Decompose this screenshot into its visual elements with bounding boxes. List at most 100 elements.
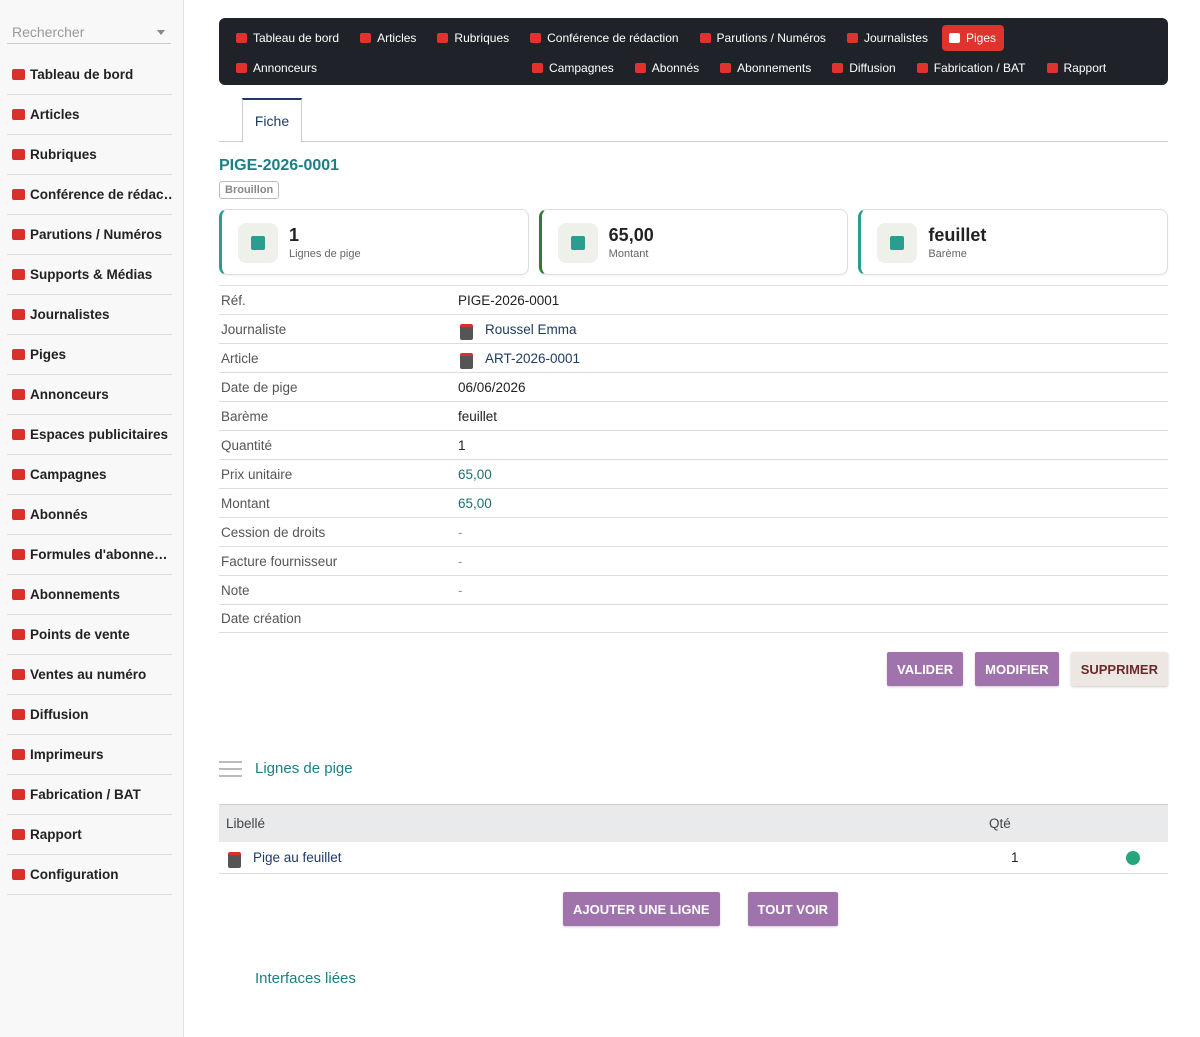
search-input[interactable]: Rechercher	[7, 20, 171, 44]
nav-item[interactable]: Diffusion	[825, 55, 903, 81]
nav-item[interactable]: Fabrication / BAT	[910, 55, 1034, 81]
field-label: Date création	[221, 611, 302, 626]
tab[interactable]: Fiche	[242, 98, 302, 143]
field-label: Facture fournisseur	[221, 553, 338, 569]
sidebar-item[interactable]: Fabrication / BAT	[7, 775, 172, 815]
cell: 1	[1011, 850, 1019, 865]
sidebar-item[interactable]: Espaces publicitaires	[7, 415, 172, 455]
sidebar-item[interactable]: Tableau de bord	[7, 55, 172, 95]
status-badge: Brouillon	[219, 181, 280, 199]
nav-item[interactable]: Articles	[353, 25, 424, 51]
sidebar-menu: Tableau de bord Articles Rubriques Conféren…	[7, 55, 172, 895]
field-label: Quantité	[221, 437, 273, 453]
summary-card: feuillet Barème	[858, 209, 1169, 275]
card-label: Montant	[608, 248, 649, 260]
section-title: Lignes de pige	[219, 760, 353, 779]
nav-item[interactable]: Campagnes	[525, 55, 622, 81]
nav-item[interactable]: Annonceurs	[229, 55, 325, 81]
card-value: feuillet	[928, 225, 987, 245]
field-label: Note	[221, 582, 250, 598]
card-value: 65,00	[608, 225, 654, 245]
action-button[interactable]: TOUT VOIR	[747, 892, 839, 926]
nav-item[interactable]: Rapport	[1040, 55, 1115, 81]
line-actions: AJOUTER UNE LIGNE TOUT VOIR	[563, 892, 839, 926]
lines-table: Libellé Qté Pige au feuillet 1	[219, 804, 1168, 874]
nav-item[interactable]: Journalistes	[840, 25, 936, 51]
sidebar-item[interactable]: Campagnes	[7, 455, 172, 495]
sidebar-item[interactable]: Points de vente	[7, 615, 172, 655]
top-nav: Tableau de bord Articles Rubriques Conféren…	[219, 18, 1168, 85]
card-icon	[238, 223, 278, 263]
nav-item[interactable]: Abonnements	[713, 55, 819, 81]
sidebar-item[interactable]: Piges	[7, 335, 172, 375]
cell[interactable]: Pige au feuillet	[219, 850, 989, 868]
status-dot	[1126, 850, 1140, 865]
sidebar-item[interactable]: Conférence de rédac…	[7, 175, 172, 215]
card-icon	[557, 223, 598, 263]
nav-item[interactable]: Piges	[941, 25, 1004, 51]
sidebar-item[interactable]: Ventes au numéro	[7, 655, 172, 695]
field-value: feuillet	[458, 408, 498, 424]
sidebar-item[interactable]: Formules d'abonne…	[7, 535, 172, 575]
sidebar-item[interactable]: Rubriques	[7, 135, 172, 175]
field-row: Réf. PIGE-2026-0001	[219, 285, 1168, 314]
field-label: Prix unitaire	[221, 466, 293, 482]
sidebar-item[interactable]: Abonnements	[7, 575, 172, 615]
sidebar: Rechercher Tableau de bord Articles Rubriq…	[0, 0, 184, 1037]
field-label: Barème	[221, 408, 269, 424]
field-label: Montant	[221, 495, 270, 511]
sidebar-item[interactable]: Articles	[7, 95, 172, 135]
field-value: PIGE-2026-0001	[458, 292, 560, 308]
nav-item[interactable]: Tableau de bord	[229, 25, 347, 51]
nav-item[interactable]: Conférence de rédaction	[523, 25, 686, 51]
field-row: Prix unitaire 65,00	[219, 459, 1168, 488]
header-cell: Libellé	[226, 816, 266, 831]
sidebar-item[interactable]: Supports & Médias	[7, 255, 172, 295]
field-row: Quantité 1	[219, 430, 1168, 459]
summary-cards: 1 Lignes de pige 65,00 Montant feuillet Barèm…	[219, 209, 1169, 275]
record-title: PIGE-2026-0001	[219, 157, 340, 174]
field-label: Article	[221, 350, 259, 366]
field-row: Cession de droits -	[219, 517, 1168, 546]
card-label: Lignes de pige	[289, 248, 361, 260]
field-row: Date création	[219, 604, 1168, 633]
card-icon	[877, 223, 918, 263]
field-row: Facture fournisseur -	[219, 546, 1168, 575]
tabs: Fiche	[219, 98, 1168, 143]
nav-item[interactable]: Rubriques	[430, 25, 517, 51]
nav-item[interactable]: Abonnés	[628, 55, 707, 81]
action-button[interactable]: VALIDER	[887, 652, 964, 686]
action-button[interactable]: AJOUTER UNE LIGNE	[563, 892, 720, 926]
sidebar-item[interactable]: Imprimeurs	[7, 735, 172, 775]
field-value: 06/06/2026	[458, 379, 526, 395]
sidebar-item[interactable]: Rapport	[7, 815, 172, 855]
field-row: Montant 65,00	[219, 488, 1168, 517]
field-value[interactable]: ART-2026-0001	[458, 351, 1168, 369]
sidebar-item[interactable]: Annonceurs	[7, 375, 172, 415]
field-row: Journaliste Roussel Emma	[219, 314, 1168, 343]
sidebar-item[interactable]: Abonnés	[7, 495, 172, 535]
action-button[interactable]: SUPPRIMER	[1070, 652, 1168, 686]
field-value: 65,00	[458, 495, 492, 511]
field-value: -	[458, 524, 463, 540]
field-label: Cession de droits	[221, 524, 326, 540]
summary-card: 1 Lignes de pige	[219, 209, 529, 275]
field-value: -	[458, 553, 463, 569]
header-cell: Qté	[989, 816, 1011, 831]
sidebar-item[interactable]: Configuration	[7, 855, 172, 895]
nav-item[interactable]: Parutions / Numéros	[693, 25, 834, 51]
record-actions: VALIDER MODIFIER SUPPRIMER	[887, 652, 1168, 686]
related-title: Interfaces liées	[255, 970, 356, 987]
field-value: -	[458, 582, 463, 598]
sidebar-item[interactable]: Diffusion	[7, 695, 172, 735]
field-value: 1	[458, 437, 466, 453]
field-value[interactable]: Roussel Emma	[458, 322, 1168, 340]
sidebar-item[interactable]: Parutions / Numéros	[7, 215, 172, 255]
field-row: Note -	[219, 575, 1168, 604]
sidebar-item[interactable]: Journalistes	[7, 295, 172, 335]
field-label: Date de pige	[221, 379, 298, 395]
table-header: Libellé Qté	[219, 804, 1168, 842]
action-button[interactable]: MODIFIER	[975, 652, 1059, 686]
